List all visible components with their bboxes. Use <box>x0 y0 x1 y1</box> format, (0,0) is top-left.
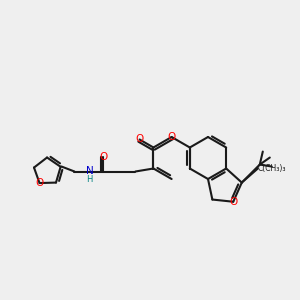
Text: O: O <box>136 134 144 145</box>
Text: O: O <box>99 152 108 161</box>
Text: O: O <box>35 178 44 188</box>
Text: H: H <box>86 175 93 184</box>
Text: C(CH₃)₃: C(CH₃)₃ <box>258 164 286 173</box>
Text: N: N <box>85 167 93 176</box>
Text: O: O <box>229 197 237 207</box>
Text: O: O <box>167 132 176 142</box>
